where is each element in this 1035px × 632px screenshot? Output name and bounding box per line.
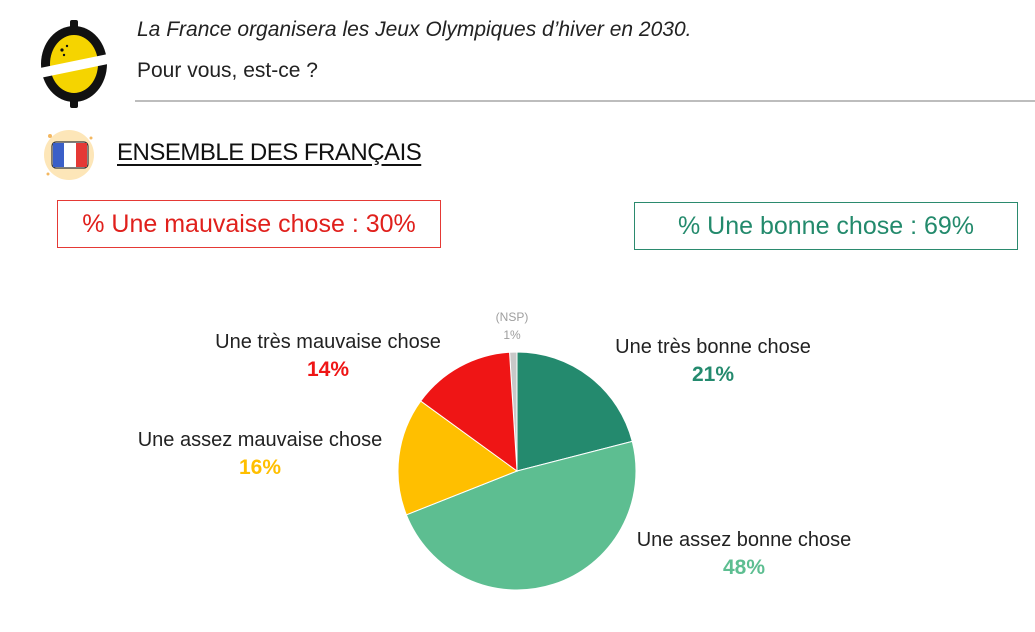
label-assez-bonne: Une assez bonne chose 48% (624, 529, 864, 580)
label-tres-mauvaise-name: Une très mauvaise chose (215, 331, 441, 353)
label-nsp: (NSP) 1% (492, 306, 532, 342)
pie-slice-tres-bonne (516, 351, 633, 472)
question-text: La France organisera les Jeux Olympiques… (137, 18, 691, 83)
label-tres-bonne: Une très bonne chose 21% (603, 336, 823, 387)
question-line-1: La France organisera les Jeux Olympiques… (137, 18, 692, 41)
label-nsp-value: 1% (503, 328, 521, 342)
label-tres-bonne-value: 21% (691, 363, 735, 386)
section-title: ENSEMBLE DES FRANÇAIS (117, 139, 422, 166)
lemon-logo-icon (40, 20, 108, 108)
label-assez-bonne-value: 48% (722, 556, 766, 579)
question-line-2: Pour vous, est-ce ? (137, 59, 318, 82)
bad-summary-box: % Une mauvaise chose : 30% (57, 200, 441, 248)
label-nsp-name: (NSP) (495, 310, 529, 324)
france-flag-icon (44, 130, 94, 180)
label-tres-mauvaise: Une très mauvaise chose 14% (198, 331, 458, 382)
good-summary-box: % Une bonne chose : 69% (634, 202, 1018, 250)
header-divider (135, 100, 1035, 102)
label-assez-mauvaise-name: Une assez mauvaise chose (137, 429, 383, 451)
label-tres-bonne-name: Une très bonne chose (615, 336, 811, 358)
pie-slice-assez-mauvaise (397, 400, 519, 516)
label-assez-mauvaise-value: 16% (238, 456, 282, 479)
pie-slice-tres-mauvaise (420, 351, 518, 473)
pie-slice-assez-bonne (405, 440, 637, 591)
label-assez-mauvaise: Une assez mauvaise chose 16% (125, 429, 395, 480)
label-tres-mauvaise-value: 14% (306, 358, 350, 381)
label-assez-bonne-name: Une assez bonne chose (636, 529, 852, 551)
